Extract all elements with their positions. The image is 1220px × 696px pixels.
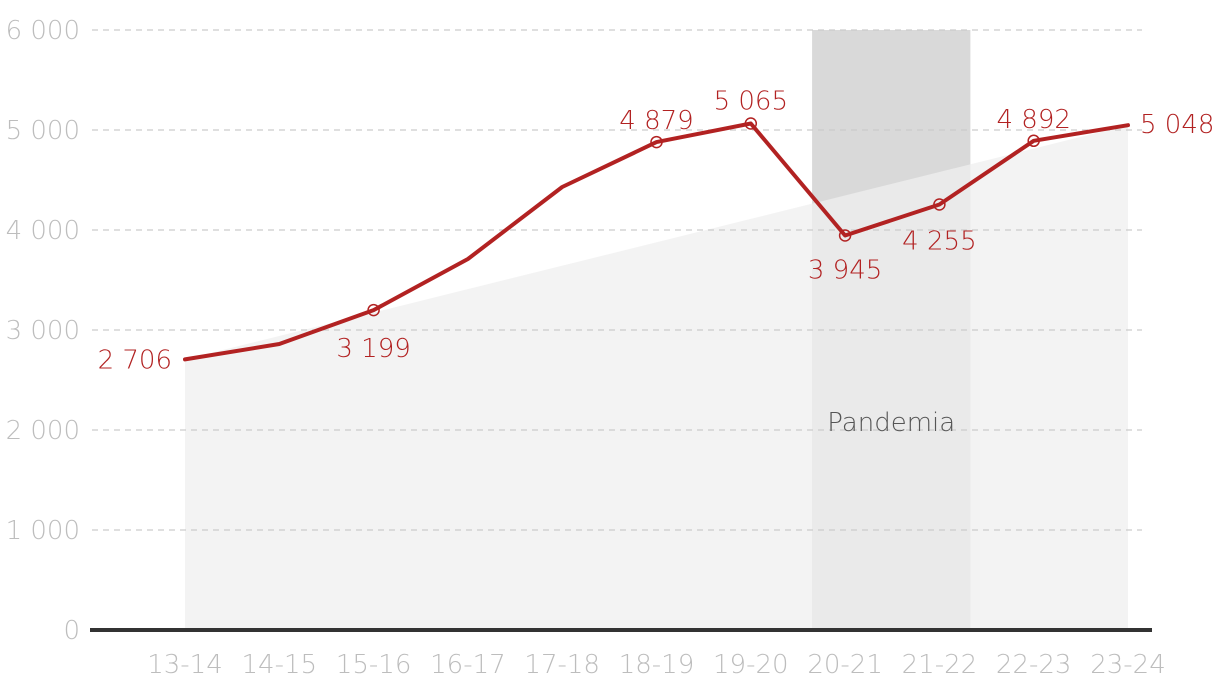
data-label-20-21: 3 945 — [808, 256, 882, 286]
y-tick-label-3000: 3 000 — [6, 316, 80, 346]
x-tick-label-23-24: 23-24 — [1090, 650, 1166, 680]
data-label-23-24: 5 048 — [1140, 110, 1214, 140]
x-tick-label-19-20: 19-20 — [713, 650, 789, 680]
y-tick-label-6000: 6 000 — [6, 16, 80, 46]
data-label-15-16: 3 199 — [336, 334, 410, 364]
data-label-18-19: 4 879 — [619, 106, 693, 136]
data-point-marker-15-16 — [367, 303, 380, 317]
series-line — [183, 121, 1130, 362]
y-tick-label-4000: 4 000 — [6, 216, 80, 246]
pandemic-band-label: Pandemia — [827, 408, 955, 438]
x-tick-label-13-14: 13-14 — [147, 650, 223, 680]
area-fill — [185, 125, 1128, 630]
y-tick-label-1000: 1 000 — [6, 516, 80, 546]
data-label-21-22: 4 255 — [902, 227, 976, 257]
data-label-22-23: 4 892 — [996, 105, 1070, 135]
x-tick-label-18-19: 18-19 — [619, 650, 695, 680]
x-tick-label-20-21: 20-21 — [807, 650, 883, 680]
y-tick-label-5000: 5 000 — [6, 116, 80, 146]
data-point-marker-21-22 — [933, 198, 946, 211]
data-label-13-14: 2 706 — [98, 345, 172, 375]
x-tick-label-22-23: 22-23 — [996, 650, 1072, 680]
data-point-marker-19-20 — [744, 117, 758, 130]
x-tick-label-17-18: 17-18 — [524, 650, 600, 680]
data-point-marker-22-23 — [1027, 134, 1040, 148]
x-tick-label-21-22: 21-22 — [902, 650, 978, 680]
data-point-marker-20-21 — [838, 229, 852, 242]
x-tick-label-16-17: 16-17 — [430, 650, 506, 680]
y-tick-label-0: 0 — [63, 616, 80, 646]
x-tick-label-14-15: 14-15 — [242, 650, 318, 680]
y-tick-label-2000: 2 000 — [6, 416, 80, 446]
data-label-19-20: 5 065 — [714, 87, 788, 117]
data-point-marker-18-19 — [650, 135, 663, 149]
x-tick-label-15-16: 15-16 — [336, 650, 412, 680]
